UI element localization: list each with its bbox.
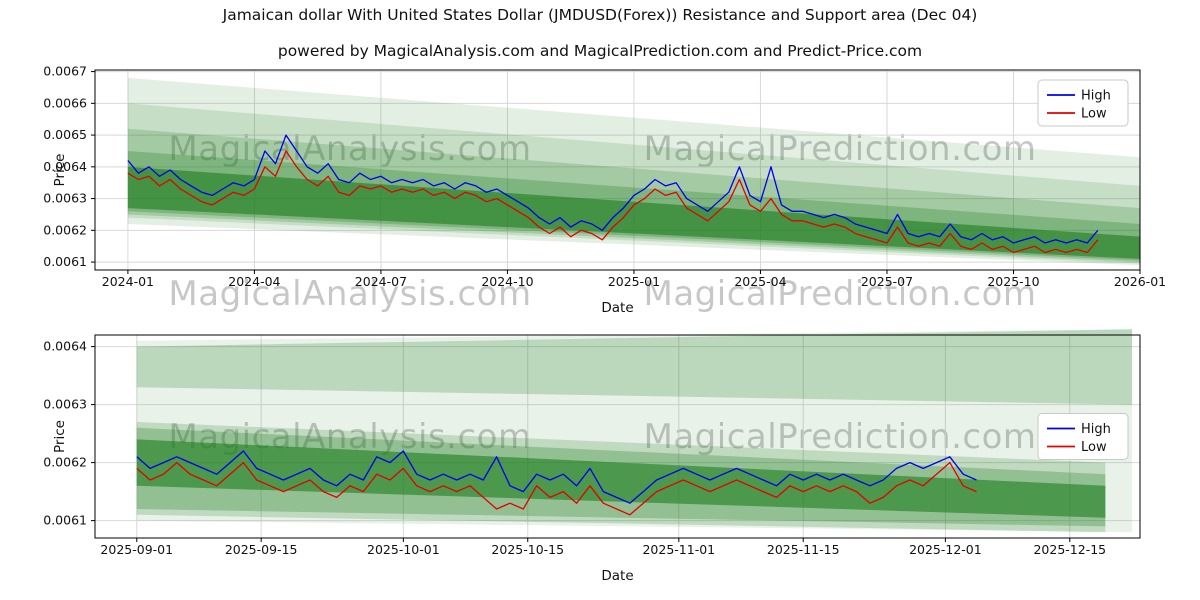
y-tick-label: 0.0061 [43, 254, 87, 269]
x-tick-label: 2024-10 [481, 274, 533, 289]
x-tick-label: 2025-04 [734, 274, 786, 289]
x-tick-label: 2025-07 [861, 274, 913, 289]
axes: 2024-01 2024-04 2024-07 2024-10 2025-01 2025-… [43, 64, 1166, 316]
chart-recent: 2025-09-01 2025-09-15 2025-10-01 2025-10-15… [0, 325, 1200, 600]
x-tick-label: 2026-01 [1114, 274, 1166, 289]
recent-chart-svg: 2025-09-01 2025-09-15 2025-10-01 2025-10-15… [43, 329, 1141, 584]
legend-low-label: Low [1081, 107, 1107, 122]
support-resistance-bands [127, 77, 1141, 266]
x-tick-label: 2025-12-15 [1033, 542, 1106, 557]
x-tick-label: 2025-11-15 [767, 542, 840, 557]
x-tick-label: 2025-01 [608, 274, 660, 289]
x-tick-label: 2025-12-01 [909, 542, 982, 557]
legend: High Low [1037, 79, 1129, 127]
y-axis-label: Price [52, 420, 68, 453]
y-tick-label: 0.0063 [43, 191, 87, 206]
y-tick-label: 0.0065 [43, 127, 87, 142]
y-tick-label: 0.0064 [43, 159, 87, 174]
y-tick-label: 0.0062 [43, 455, 87, 470]
band [136, 329, 1133, 405]
y-tick-label: 0.0067 [43, 64, 87, 79]
high-line [127, 134, 1099, 244]
low-line [136, 461, 977, 516]
x-tick-label: 2025-09-15 [225, 542, 298, 557]
legend-low-label: Low [1081, 440, 1107, 455]
overview-chart-svg: 2024-01 2024-04 2024-07 2024-10 2025-01 2025-… [43, 64, 1166, 316]
x-tick-label: 2025-10-01 [367, 542, 440, 557]
x-tick-label: 2025-10-15 [491, 542, 564, 557]
x-tick-label: 2025-10 [987, 274, 1039, 289]
legend: High Low [1037, 413, 1129, 460]
y-tick-label: 0.0062 [43, 222, 87, 237]
y-tick-label: 0.0061 [43, 513, 87, 528]
chart-overview: 2024-01 2024-04 2024-07 2024-10 2025-01 2025-… [0, 55, 1200, 325]
y-tick-label: 0.0066 [43, 95, 87, 110]
x-tick-label: 2024-07 [355, 274, 407, 289]
figure-subtitle: powered by MagicalAnalysis.com and Magic… [277, 42, 923, 60]
legend-high-label: High [1081, 422, 1111, 437]
support-resistance-bands [136, 329, 1133, 533]
y-axis-label: Price [52, 154, 68, 187]
y-tick-label: 0.0063 [43, 397, 87, 412]
figure-title: Jamaican dollar With United States Dolla… [222, 6, 978, 24]
x-axis-label: Date [601, 300, 633, 316]
x-tick-label: 2024-01 [102, 274, 154, 289]
x-tick-label: 2024-04 [228, 274, 280, 289]
grid [95, 335, 1140, 538]
band [127, 166, 1141, 259]
legend-high-label: High [1081, 89, 1111, 104]
low-line [127, 150, 1099, 254]
x-axis-label: Date [601, 568, 633, 584]
axes: 2025-09-01 2025-09-15 2025-10-01 2025-10-15… [43, 334, 1141, 584]
x-tick-label: 2025-09-01 [100, 542, 173, 557]
x-tick-label: 2025-11-01 [642, 542, 715, 557]
high-line [136, 450, 977, 504]
y-tick-label: 0.0064 [43, 339, 87, 354]
